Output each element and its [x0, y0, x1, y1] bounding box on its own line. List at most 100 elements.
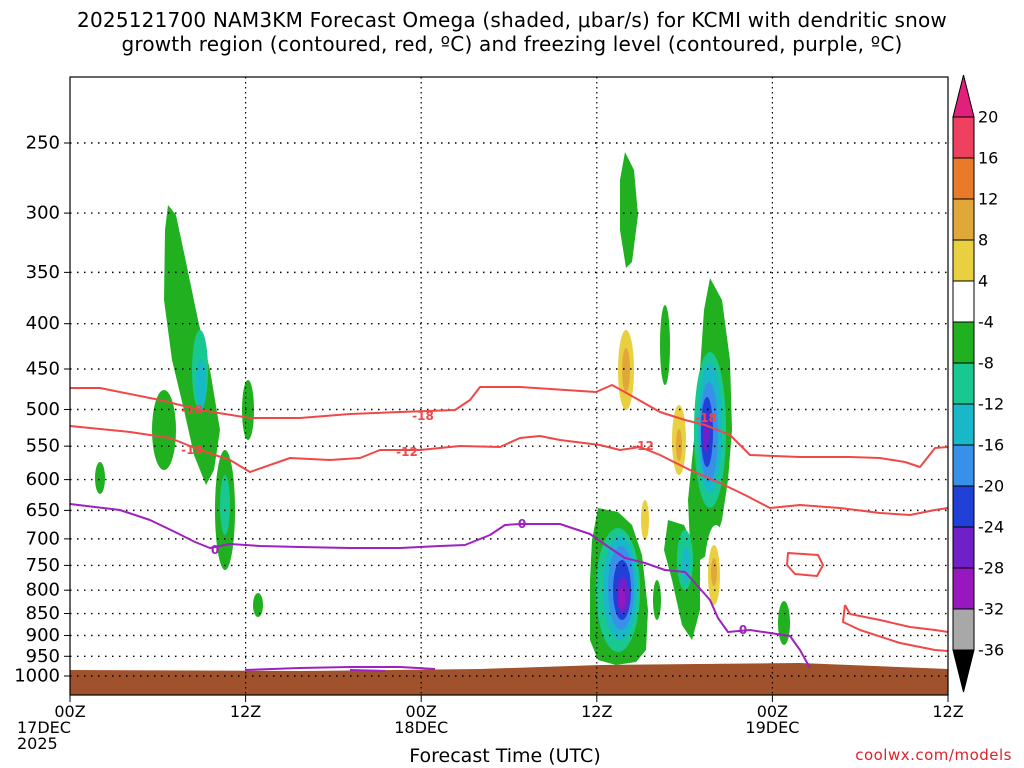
omega-cell [152, 390, 176, 470]
dgz-small-loop-contour [786, 552, 824, 577]
dgz-minus18-label: -18 [695, 411, 717, 425]
omega-cell [431, 498, 441, 542]
omega-cell [703, 412, 709, 452]
omega-cell [800, 590, 812, 630]
x-tick-label: 12Z [581, 702, 612, 721]
omega-cell [903, 478, 913, 502]
ground-surface [70, 663, 948, 695]
omega-cell [242, 380, 254, 440]
y-tick-label: 250 [26, 133, 60, 154]
y-tick-label: 900 [26, 625, 60, 646]
freezing-level-contour [349, 669, 386, 672]
colorbar-label: -28 [978, 559, 1004, 578]
freezing-level-label: 0 [739, 623, 747, 637]
freezing-level-label: 0 [518, 517, 526, 531]
omega-cell [732, 573, 752, 623]
omega-cell [220, 475, 230, 535]
omega-cell [196, 359, 206, 411]
colorbar-box [952, 485, 975, 528]
colorbar-box [952, 362, 975, 405]
dgz-minus18-label: -18 [181, 403, 203, 417]
dgz-lower-contour [844, 604, 949, 633]
colorbar-label: -36 [978, 641, 1004, 660]
chart-title-line-1: 2025121700 NAM3KM Forecast Omega (shaded… [77, 8, 947, 32]
omega-cell [431, 562, 441, 594]
omega-cell [660, 305, 670, 385]
omega-downward-cell [410, 200, 452, 350]
colorbar-bottom-arrow [952, 649, 975, 693]
x-tick-label: 19DEC [745, 718, 799, 737]
omega-cell [330, 270, 338, 330]
y-tick-label: 800 [26, 580, 60, 601]
y-tick-label: 700 [26, 528, 60, 549]
omega-cell [641, 500, 649, 540]
y-tick-label: 350 [26, 262, 60, 283]
colorbar-label: -16 [978, 436, 1004, 455]
omega-cell [463, 185, 469, 215]
omega-cell [474, 518, 486, 578]
omega-cell [764, 541, 780, 569]
y-tick-label: 1000 [14, 666, 60, 687]
colorbar-box [952, 608, 975, 651]
x-tick-label: 00Z [406, 702, 437, 721]
colorbar-box [952, 444, 975, 487]
credit-link[interactable]: coolwx.com/models [855, 746, 1012, 764]
colorbar-box [952, 321, 975, 364]
y-tick-label: 850 [26, 603, 60, 624]
x-tick-label: 2025 [17, 734, 58, 753]
colorbar-box [952, 116, 975, 159]
omega-cell [732, 317, 740, 373]
dgz-minus12-label: -12 [181, 443, 203, 457]
freezing-level-contour [244, 666, 436, 671]
omega-upward-cell [164, 205, 220, 485]
y-tick-label: 950 [26, 646, 60, 667]
freezing-level-contour [69, 503, 811, 669]
colorbar-box [952, 526, 975, 569]
y-axis-labels: 2503003504004505005506006507007508008509… [14, 133, 70, 687]
dgz-minus12-label: -12 [632, 439, 654, 453]
colorbar-label: -20 [978, 477, 1004, 496]
colorbar-label: -4 [978, 313, 994, 332]
colorbar-box [952, 567, 975, 610]
dgz-minus12-contour [69, 425, 949, 516]
x-tick-label: 00Z [757, 702, 788, 721]
colorbar-box [952, 403, 975, 446]
omega-cell [95, 462, 105, 494]
colorbar-box [952, 280, 975, 323]
omega-downward-cell [590, 210, 640, 510]
colorbar-box [952, 239, 975, 282]
colorbar-label: -8 [978, 354, 994, 373]
y-tick-label: 550 [26, 436, 60, 457]
y-tick-label: 450 [26, 358, 60, 379]
omega-cell [778, 601, 790, 645]
omega-cell [622, 348, 630, 392]
omega-cell [169, 620, 175, 628]
colorbar-label: 20 [978, 108, 998, 127]
dgz-lower-contour [842, 604, 949, 652]
x-tick-label: 12Z [230, 702, 261, 721]
omega-cell [213, 200, 231, 330]
omega-cell [253, 593, 263, 617]
colorbar-top-arrow [952, 74, 975, 118]
omega-cell [357, 553, 375, 617]
y-tick-label: 750 [26, 555, 60, 576]
colorbar-label: 16 [978, 149, 998, 168]
omega-upward-cell [620, 152, 638, 268]
dgz-minus18-label: -18 [412, 409, 434, 423]
x-tick-label: 18DEC [394, 718, 448, 737]
colorbar-label: -24 [978, 518, 1004, 537]
colorbar-label: -32 [978, 600, 1004, 619]
colorbar-box [952, 157, 975, 200]
omega-cell [711, 558, 717, 586]
omega-cell [653, 580, 661, 620]
omega-cell [884, 431, 892, 459]
dgz-minus18-contour [70, 384, 949, 468]
x-tick-label: 12Z [932, 702, 963, 721]
chart-title-line-2: growth region (contoured, red, ºC) and f… [121, 32, 903, 56]
omega-cell [676, 255, 684, 345]
y-tick-label: 650 [26, 500, 60, 521]
y-tick-label: 500 [26, 399, 60, 420]
colorbar-label: 12 [978, 190, 998, 209]
omega-cell [676, 429, 682, 461]
